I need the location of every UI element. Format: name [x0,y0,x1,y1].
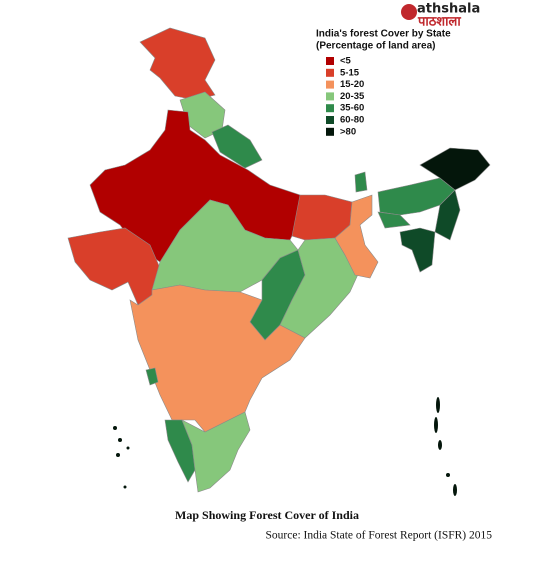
region [129,284,306,433]
island [434,417,438,433]
legend-label: 35-60 [340,103,364,114]
india-map [67,27,491,496]
region [139,27,216,101]
legend-label: >80 [340,126,356,137]
region [419,147,491,191]
legend-swatch [326,80,334,89]
legend-title: India's forest Cover by State [316,29,451,40]
legend-swatch [326,116,334,124]
island [123,485,127,489]
legend-label: 60-80 [340,115,364,126]
region [145,367,159,386]
region [354,171,368,193]
legend-title: (Percentage of land area) [316,41,435,52]
island [116,453,120,457]
island [118,438,122,442]
legend-swatch [326,92,334,101]
island [126,446,130,450]
caption: Map Showing Forest Cover of India [175,508,359,522]
region [211,124,263,169]
source: Source: India State of Forest Report (IS… [266,530,493,542]
logo-icon [401,4,417,20]
legend-label: 5-15 [340,67,360,78]
island [453,484,457,496]
region [434,189,461,241]
legend-swatch [326,68,334,77]
island [436,397,440,413]
logo-text: athshala [417,2,480,17]
legend-label: 15-20 [340,79,364,90]
island [113,426,117,430]
legend-swatch [326,104,334,113]
legend-swatch [326,57,334,65]
island [446,473,450,477]
region [399,227,436,273]
island [438,440,442,450]
legend: India's forest Cover by State (Percentag… [316,29,451,138]
legend-label: <5 [340,56,352,67]
logo-text-hindi: पाठशाला [417,15,461,30]
region [279,237,361,339]
region [334,194,379,279]
region [181,411,251,493]
legend-swatch [326,127,334,136]
region [377,211,411,229]
islands [113,397,457,496]
legend-label: 20-35 [340,91,365,102]
